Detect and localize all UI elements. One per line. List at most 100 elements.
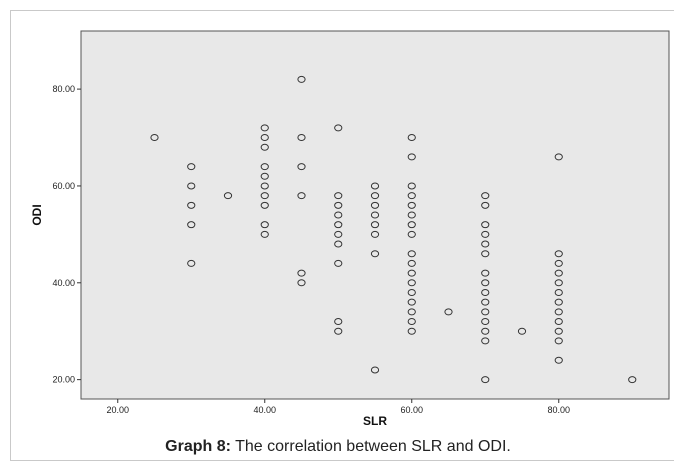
data-point: [334, 327, 343, 335]
y-axis-title: ODI: [30, 204, 44, 225]
plot-area: [80, 30, 670, 400]
data-point: [407, 134, 416, 142]
x-axis: 20.00 40.00 60.00 80.00: [106, 399, 570, 415]
data-point: [334, 221, 343, 229]
data-point: [407, 288, 416, 296]
data-point: [628, 376, 637, 384]
data-point: [187, 163, 196, 171]
data-point: [554, 308, 563, 316]
data-point: [554, 153, 563, 161]
data-point: [481, 240, 490, 248]
data-point: [481, 308, 490, 316]
data-point: [554, 327, 563, 335]
data-point: [554, 269, 563, 277]
data-point: [370, 192, 380, 200]
data-point: [260, 201, 269, 209]
data-point: [554, 259, 563, 267]
data-point: [334, 318, 343, 326]
data-point: [370, 201, 380, 209]
data-point: [407, 298, 416, 306]
x-axis-title: SLR: [363, 414, 387, 428]
y-tick-label: 20.00: [52, 375, 75, 385]
data-point: [334, 259, 343, 267]
data-point: [297, 163, 306, 171]
data-point: [187, 221, 196, 229]
data-point: [223, 192, 233, 200]
caption-label: Graph 8:: [165, 438, 231, 455]
figure-caption: Graph 8: The correlation between SLR and…: [0, 438, 676, 456]
data-point: [517, 327, 527, 335]
data-point: [407, 153, 416, 161]
data-point: [260, 143, 269, 151]
data-point: [407, 182, 416, 190]
data-point: [260, 230, 269, 238]
data-point: [481, 221, 490, 229]
data-point: [260, 182, 269, 190]
data-point: [370, 182, 380, 190]
data-point: [370, 221, 380, 229]
data-point: [260, 124, 269, 132]
data-point: [407, 327, 416, 335]
data-point: [297, 134, 306, 142]
data-point: [370, 250, 380, 258]
data-point: [334, 192, 343, 200]
data-point: [260, 134, 269, 142]
data-point: [297, 269, 306, 277]
data-point: [297, 75, 306, 83]
data-points: [150, 75, 637, 384]
data-point: [334, 201, 343, 209]
data-point: [297, 192, 306, 200]
data-point: [481, 376, 490, 384]
data-point: [481, 298, 490, 306]
data-point: [370, 230, 380, 238]
data-point: [407, 211, 416, 219]
data-point: [554, 288, 563, 296]
data-point: [481, 279, 490, 287]
data-point: [407, 250, 416, 258]
data-point: [407, 192, 416, 200]
data-point: [187, 259, 196, 267]
data-point: [407, 308, 416, 316]
data-point: [407, 221, 416, 229]
data-point: [444, 308, 453, 316]
data-point: [481, 192, 490, 200]
x-tick-label: 40.00: [253, 405, 276, 415]
data-point: [187, 182, 196, 190]
x-tick-label: 20.00: [106, 405, 129, 415]
y-tick-label: 80.00: [52, 84, 75, 94]
data-point: [554, 318, 563, 326]
x-tick-label: 80.00: [547, 405, 570, 415]
data-point: [187, 201, 196, 209]
data-point: [407, 230, 416, 238]
scatter-chart: 20.00 40.00 60.00 80.00 20.00 40.00 60.00 80.0…: [30, 30, 670, 428]
data-point: [481, 230, 490, 238]
data-point: [297, 279, 306, 287]
data-point: [407, 201, 416, 209]
data-point: [554, 356, 563, 364]
data-point: [407, 279, 416, 287]
caption-text: The correlation between SLR and ODI.: [230, 438, 511, 455]
data-point: [370, 211, 380, 219]
data-point: [260, 172, 269, 180]
data-point: [481, 337, 490, 345]
data-point: [407, 318, 416, 326]
y-axis: 20.00 40.00 60.00 80.00: [52, 84, 81, 385]
data-point: [260, 163, 269, 171]
y-tick-label: 60.00: [52, 181, 75, 191]
data-point: [554, 250, 563, 258]
data-point: [407, 269, 416, 277]
data-point: [481, 201, 490, 209]
data-point: [554, 298, 563, 306]
data-point: [150, 134, 159, 142]
y-tick-label: 40.00: [52, 278, 75, 288]
data-point: [407, 259, 416, 267]
data-point: [260, 192, 269, 200]
data-point: [481, 327, 490, 335]
data-point: [370, 366, 380, 374]
data-point: [481, 250, 490, 258]
data-point: [554, 279, 563, 287]
data-point: [554, 337, 563, 345]
x-tick-label: 60.00: [400, 405, 423, 415]
data-point: [334, 240, 343, 248]
data-point: [481, 288, 490, 296]
